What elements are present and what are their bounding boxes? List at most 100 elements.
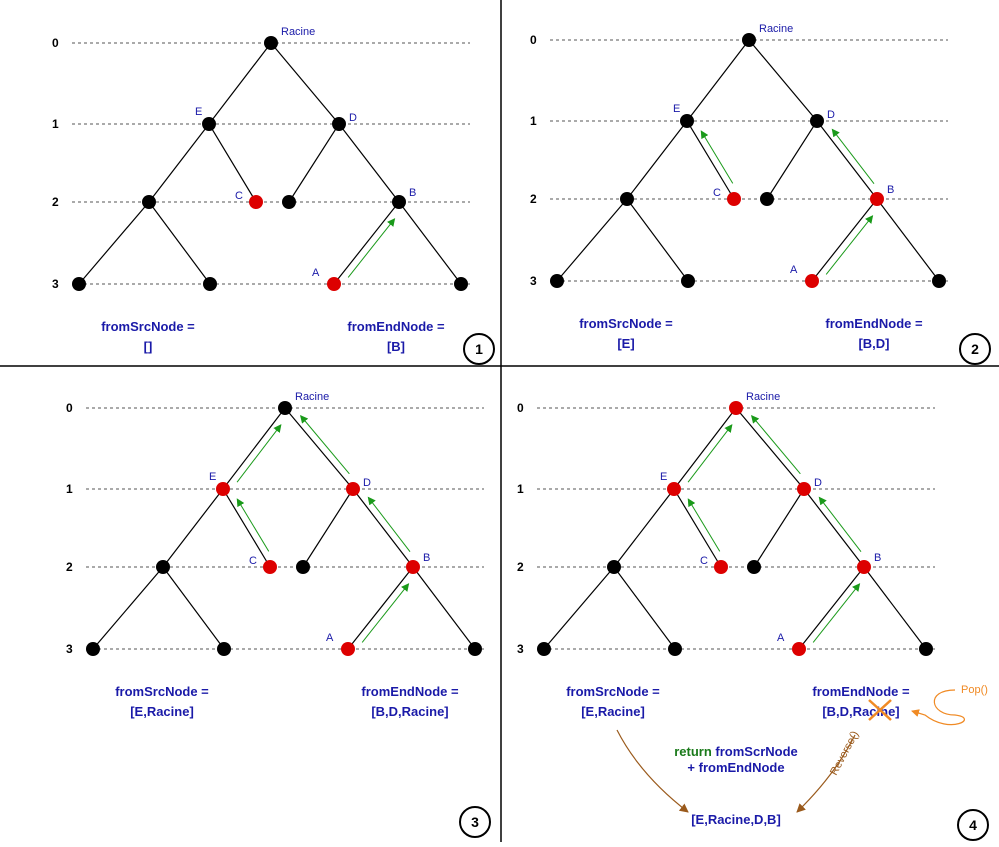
- tree-edge: [613, 488, 675, 568]
- tree-node: [217, 642, 231, 656]
- level-label: 3: [52, 277, 59, 291]
- tree-node: [296, 560, 310, 574]
- from-end-title: fromEndNode =: [361, 684, 459, 699]
- tree-node: [332, 117, 346, 131]
- tree-node: [454, 277, 468, 291]
- root-label: Racine: [295, 391, 329, 403]
- level-label: 3: [530, 274, 537, 288]
- node-label-e: E: [660, 471, 667, 483]
- tree-node: [263, 560, 277, 574]
- path-arrow: [687, 424, 733, 483]
- node-label-b: B: [409, 187, 416, 199]
- tree-node: [282, 195, 296, 209]
- node-label-d: D: [814, 477, 822, 489]
- tree-edge: [686, 39, 750, 122]
- tree-node: [202, 117, 216, 131]
- tree-node: [792, 642, 806, 656]
- node-label-d: D: [363, 477, 371, 489]
- from-src-value: [E]: [617, 336, 634, 351]
- tree-edge: [748, 39, 818, 122]
- tree-edge: [543, 566, 615, 650]
- tree-edge: [398, 201, 462, 285]
- level-label: 0: [66, 401, 73, 415]
- tree-node: [550, 274, 564, 288]
- node-label-b: B: [874, 552, 881, 564]
- path-arrow: [236, 498, 270, 552]
- root-label: Racine: [746, 391, 780, 403]
- tree-edge: [412, 566, 476, 650]
- from-src-title: fromSrcNode =: [566, 684, 660, 699]
- from-end-title: fromEndNode =: [347, 319, 445, 334]
- tree-node: [341, 642, 355, 656]
- path-arrow: [700, 130, 734, 184]
- tree-node: [86, 642, 100, 656]
- tree-node: [249, 195, 263, 209]
- from-src-title: fromSrcNode =: [115, 684, 209, 699]
- level-label: 0: [517, 401, 524, 415]
- tree-edge: [302, 488, 354, 568]
- path-arrow: [236, 424, 282, 483]
- panel-number: 3: [471, 814, 479, 830]
- tree-node: [810, 114, 824, 128]
- path-arrow: [825, 215, 874, 275]
- tree-edge: [222, 407, 286, 490]
- tree-node: [857, 560, 871, 574]
- return-operand: fromScrNode: [715, 744, 797, 759]
- tree-edge: [626, 120, 688, 200]
- root-node: [742, 33, 756, 47]
- level-label: 3: [517, 642, 524, 656]
- panel-number-badge: [459, 806, 491, 838]
- panel-number-badge: [957, 809, 989, 841]
- tree-edge: [686, 120, 735, 200]
- tree-edge: [766, 120, 818, 200]
- tree-node: [727, 192, 741, 206]
- level-label: 2: [530, 192, 537, 206]
- pop-label: Pop(): [961, 684, 988, 696]
- tree-node: [919, 642, 933, 656]
- level-label: 2: [517, 560, 524, 574]
- tree-edge: [208, 42, 272, 125]
- node-label-e: E: [673, 103, 680, 115]
- from-end-value: [B,D,Racine]: [822, 704, 899, 719]
- tree-edge: [811, 198, 878, 282]
- tree-edge: [284, 407, 354, 490]
- tree-node: [870, 192, 884, 206]
- node-label-e: E: [195, 106, 202, 118]
- from-end-title: fromEndNode =: [825, 316, 923, 331]
- path-arrow: [751, 414, 801, 475]
- level-label: 1: [52, 117, 59, 131]
- tree-edge: [333, 201, 400, 285]
- tree-node: [72, 277, 86, 291]
- from-end-title: fromEndNode =: [812, 684, 910, 699]
- tree-edge: [735, 407, 805, 490]
- tree-edge: [673, 407, 737, 490]
- tree-edge: [148, 123, 210, 203]
- path-arrow: [367, 496, 411, 552]
- tree-node: [406, 560, 420, 574]
- node-label-e: E: [209, 471, 216, 483]
- level-label: 0: [52, 36, 59, 50]
- tree-node: [142, 195, 156, 209]
- node-label-a: A: [312, 267, 320, 279]
- root-label: Racine: [759, 23, 793, 35]
- merge-arrow-src: [616, 729, 689, 813]
- path-arrow: [831, 128, 875, 184]
- tree-edge: [556, 198, 628, 282]
- tree-node: [392, 195, 406, 209]
- tree-node: [468, 642, 482, 656]
- tree-edge: [347, 566, 414, 650]
- reverse-label: Reverse(): [828, 729, 861, 777]
- merge-arrow-end: [796, 734, 856, 813]
- tree-edge: [162, 566, 225, 650]
- tree-node: [760, 192, 774, 206]
- path-arrow: [347, 218, 396, 278]
- root-node: [264, 36, 278, 50]
- level-label: 3: [66, 642, 73, 656]
- return-expression-line1: return fromScrNode: [674, 744, 798, 759]
- tree-edge: [162, 488, 224, 568]
- tree-edge: [270, 42, 340, 125]
- node-label-c: C: [249, 555, 257, 567]
